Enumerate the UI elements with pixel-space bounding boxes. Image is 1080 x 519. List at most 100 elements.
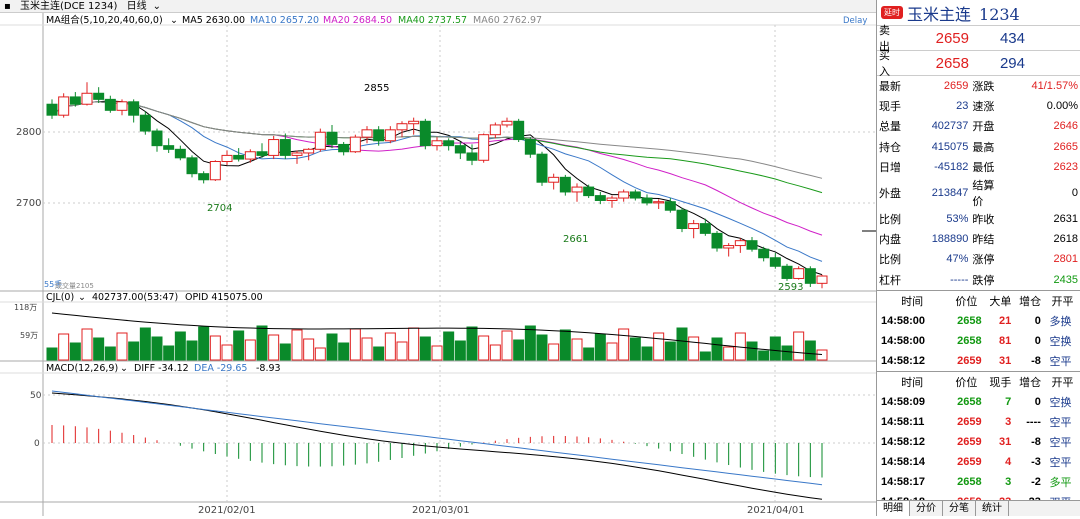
volume-bar <box>816 349 828 361</box>
volume-bar <box>174 331 186 361</box>
delay-label: Delay <box>843 16 867 26</box>
cell-oi: 0 <box>1034 395 1041 408</box>
volume-bar <box>454 340 466 361</box>
volume-bar <box>653 332 665 361</box>
quote-value: -45182 <box>934 160 969 173</box>
table-row[interactable]: 14:58:11 2659 3 ---- 空平 <box>877 412 1080 432</box>
buy-label: 买入 <box>879 49 890 78</box>
axis-59: 59万 <box>20 331 38 340</box>
tab-2[interactable]: 分笔 <box>943 501 976 516</box>
volume-bar <box>419 336 431 361</box>
cell-oi: -8 <box>1031 435 1041 448</box>
candle-body <box>279 139 291 156</box>
cell-act: 多平 <box>1049 475 1072 489</box>
kline-chart[interactable]: MA组合(5,10,20,40,60,0) ⌄ MA5 2630.00 MA10… <box>0 13 876 516</box>
quote-label: 速涨 <box>972 100 995 114</box>
candle-body <box>174 148 186 159</box>
period-selector[interactable]: 日线 ⌄ <box>127 1 167 12</box>
tab-0[interactable]: 明细 <box>877 501 910 516</box>
volume-bar <box>478 335 490 361</box>
lot-label: 55手 <box>44 279 62 289</box>
candle-body <box>408 120 420 125</box>
contract-name: 玉米主连 <box>907 4 972 24</box>
table-row[interactable]: 14:58:12 2659 31 -8 空平 <box>877 432 1080 452</box>
volume-bar <box>606 342 618 361</box>
volume-bar <box>116 332 128 361</box>
table-row[interactable]: 14:58:12 2659 31 -8 空平 <box>877 351 1080 371</box>
candle-body <box>443 140 455 147</box>
candle-body <box>268 139 280 156</box>
quote-row: 比例 47% 涨停 2801 <box>877 249 1080 269</box>
delay-badge: 延时 <box>881 6 903 19</box>
candle-body <box>489 124 501 136</box>
candle-body <box>221 154 233 162</box>
quote-value: 0 <box>1071 186 1078 199</box>
cell-act: 多换 <box>1049 314 1072 328</box>
volume-bar <box>69 342 81 361</box>
candle-body <box>139 114 151 132</box>
axis-2700: 2700 <box>16 198 41 209</box>
candle-body <box>58 96 70 116</box>
sell-label: 卖出 <box>879 24 890 53</box>
dea-line <box>51 390 823 486</box>
sell-volume: 434 <box>999 29 1025 47</box>
sell-row: 卖出 2659 434 <box>877 24 1080 53</box>
cell-act: 空平 <box>1049 455 1072 469</box>
volume-bar <box>58 333 70 361</box>
opid-label: OPID 415075.00 <box>185 292 263 303</box>
buy-volume: 294 <box>999 54 1025 72</box>
table-row[interactable]: 14:58:09 2658 7 0 空换 <box>877 392 1080 412</box>
quote-value: 53% <box>946 213 969 226</box>
candle-body <box>524 139 536 155</box>
cell-time: 14:58:09 <box>881 395 926 408</box>
tab-1[interactable]: 分价 <box>910 501 943 516</box>
table-row[interactable]: 14:58:00 2658 81 0 空换 <box>877 331 1080 351</box>
table-row[interactable]: 14:58:14 2659 4 -3 空平 <box>877 452 1080 472</box>
quote-panel: 延时 玉米主连 1234 卖出 2659 434 买入 2658 294 最新 26… <box>876 0 1080 516</box>
volume-bar <box>373 346 385 361</box>
quote-label: 最新 <box>879 80 901 94</box>
candle-body <box>209 160 221 181</box>
dea-label: DEA -29.65 <box>194 363 247 374</box>
candle-body <box>326 131 338 145</box>
volume-bar <box>804 340 816 361</box>
ma-group-chevron-icon[interactable]: ⌄ <box>170 15 178 26</box>
volume-bar <box>361 337 373 361</box>
cell-vol: 4 <box>1005 455 1012 468</box>
column-header: 大单 <box>989 294 1012 308</box>
quote-value: 41/1.57% <box>1031 80 1078 93</box>
cell-act: 空平 <box>1049 435 1072 449</box>
quote-row: 日增 -45182 最低 2623 <box>877 157 1080 177</box>
table-row[interactable]: 14:58:17 2658 3 -2 多平 <box>877 472 1080 492</box>
column-header: 价位 <box>955 375 978 389</box>
volume-bar <box>618 328 630 361</box>
candle-body <box>688 223 700 230</box>
column-header: 增仓 <box>1019 375 1042 389</box>
candle-body <box>816 275 828 284</box>
candle-body <box>186 157 198 175</box>
candle-body <box>536 153 548 183</box>
volume-bar <box>139 327 151 361</box>
volume-bar <box>104 346 116 361</box>
quote-value: 2618 <box>1053 233 1078 246</box>
candle-body <box>793 268 805 279</box>
volume-bar <box>93 337 105 361</box>
quote-value: 2646 <box>1053 120 1078 133</box>
candle-body <box>151 130 163 147</box>
candle-body <box>699 223 711 234</box>
quote-label: 涨停 <box>972 253 995 267</box>
chart-area[interactable]: MA组合(5,10,20,40,60,0) ⌄ MA5 2630.00 MA10… <box>0 13 876 516</box>
cell-vol: 3 <box>1005 475 1012 488</box>
macd-value: -8.93 <box>256 363 281 374</box>
volume-bar <box>548 343 560 361</box>
volume-bar <box>268 334 280 361</box>
volume-bar <box>443 331 455 361</box>
column-header: 价位 <box>955 294 978 308</box>
axis-50: 50 <box>30 391 42 401</box>
cell-vol: 31 <box>999 435 1012 448</box>
table-row[interactable]: 14:58:00 2658 21 0 多换 <box>877 311 1080 331</box>
volume-bar <box>349 328 361 361</box>
volume-bar <box>466 326 478 361</box>
tab-3[interactable]: 统计 <box>976 501 1009 516</box>
volume-bar <box>688 336 700 361</box>
